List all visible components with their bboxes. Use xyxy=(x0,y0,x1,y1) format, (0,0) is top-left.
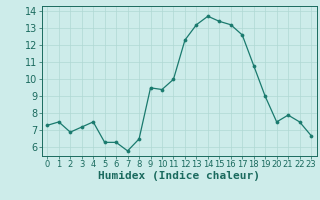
X-axis label: Humidex (Indice chaleur): Humidex (Indice chaleur) xyxy=(98,171,260,181)
